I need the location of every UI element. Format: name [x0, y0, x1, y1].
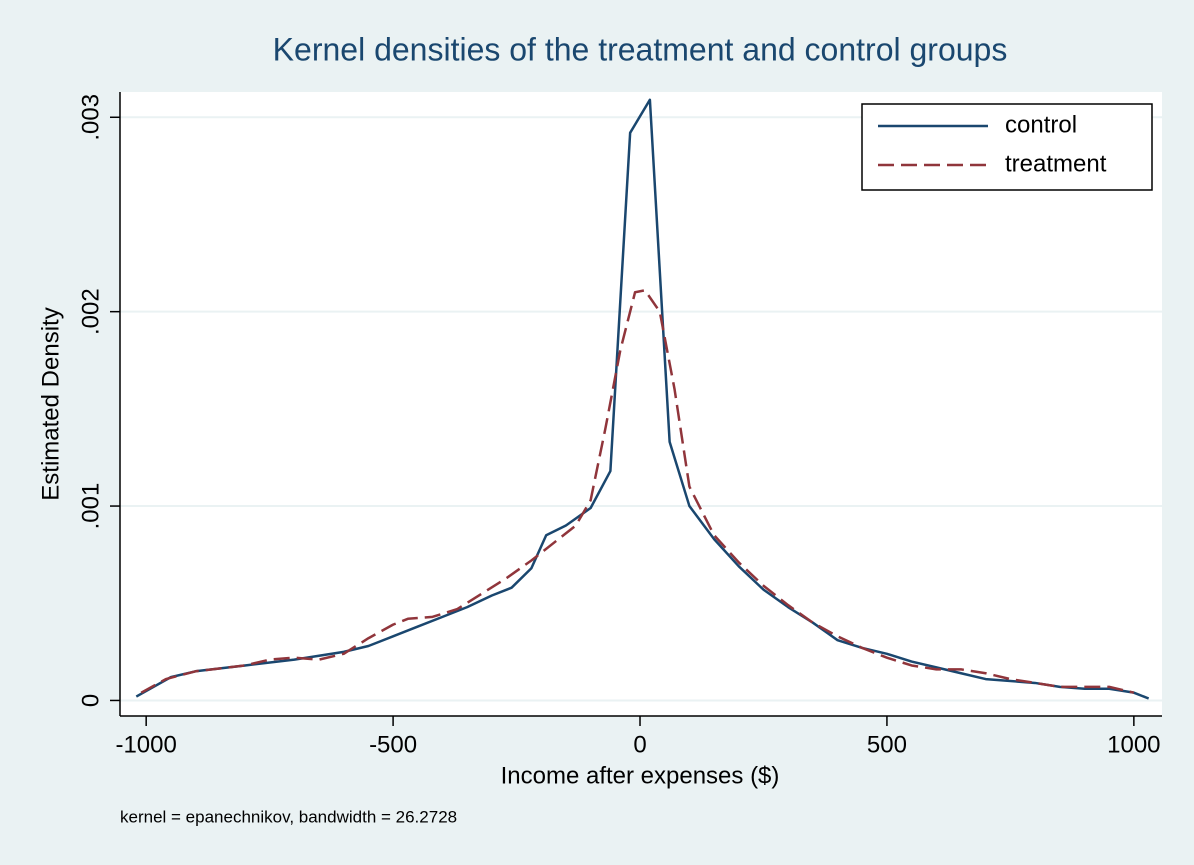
x-tick-label: 500 — [867, 731, 907, 758]
y-tick-label: .002 — [77, 288, 104, 335]
x-tick-label: -500 — [369, 731, 417, 758]
chart-title: Kernel densities of the treatment and co… — [273, 31, 1008, 67]
y-tick-label: .001 — [77, 483, 104, 530]
series-line — [140, 289, 1135, 694]
x-axis-title: Income after expenses ($) — [501, 762, 780, 789]
legend-box — [861, 103, 1153, 191]
plot-area — [120, 92, 1162, 716]
note: kernel = epanechnikov, bandwidth = 26.27… — [120, 807, 457, 826]
x-tick-label: -1000 — [115, 731, 176, 758]
y-tick-label: .003 — [77, 94, 104, 141]
y-axis-title: Estimated Density — [37, 307, 64, 500]
x-tick-label: 1000 — [1107, 731, 1160, 758]
legend-label: treatment — [1005, 150, 1107, 177]
x-tick-label: 0 — [633, 731, 646, 758]
series-line — [135, 98, 1150, 700]
legend-label: control — [1005, 111, 1077, 138]
y-tick-label: 0 — [77, 694, 104, 707]
